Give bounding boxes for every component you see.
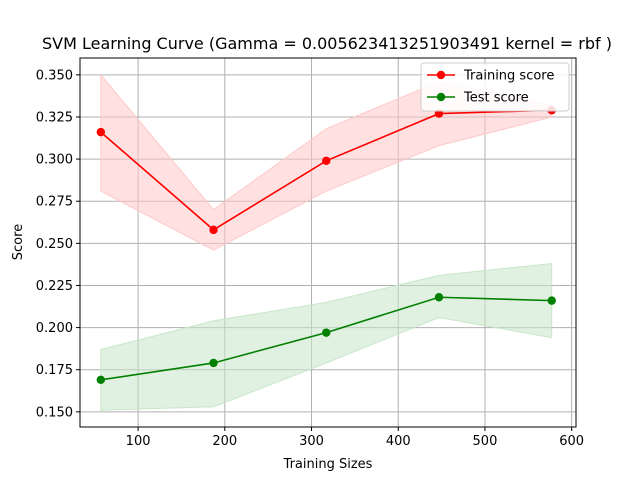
y-tick-label: 0.350 xyxy=(36,68,73,83)
legend-box xyxy=(420,62,570,112)
y-tick-label: 0.325 xyxy=(36,110,73,125)
x-tick-label: 100 xyxy=(126,434,151,449)
x-tick-label: 200 xyxy=(212,434,237,449)
training-score-point xyxy=(96,127,106,137)
axis-ticks: 100 200 300 400 500 600 0.150 0.175 0.200 0.225 0.… xyxy=(36,68,584,449)
x-axis-label: Training Sizes xyxy=(283,457,373,472)
training-score-point xyxy=(209,225,218,235)
test-score-point xyxy=(322,328,331,337)
x-tick-label: 300 xyxy=(299,434,324,449)
y-tick-label: 0.175 xyxy=(36,363,73,378)
y-tick-label: 0.225 xyxy=(36,279,73,294)
score-bands xyxy=(100,73,553,411)
y-tick-label: 0.200 xyxy=(36,321,73,336)
chart-title: SVM Learning Curve (Gamma = 0.0056234132… xyxy=(42,34,612,53)
test-score-point xyxy=(209,358,218,368)
legend: Training score Test score xyxy=(420,62,570,112)
training-score-point xyxy=(434,109,444,118)
test-legend-label: Test score xyxy=(463,91,529,106)
x-tick-label: 400 xyxy=(386,434,411,449)
series-lines xyxy=(96,106,556,385)
test-score-point xyxy=(434,293,444,302)
test-score-point xyxy=(547,296,556,305)
training-score-point xyxy=(322,156,331,165)
y-tick-label: 0.150 xyxy=(36,405,73,420)
y-tick-label: 0.300 xyxy=(36,153,73,168)
training-legend-marker xyxy=(436,70,446,80)
plot-frame xyxy=(79,57,577,428)
test-legend-marker xyxy=(436,92,446,102)
y-tick-label: 0.275 xyxy=(36,195,73,210)
x-tick-label: 500 xyxy=(473,434,498,449)
y-axis-label: Score xyxy=(11,224,26,260)
training-legend-label: Training score xyxy=(463,69,554,84)
x-tick-label: 600 xyxy=(559,434,584,449)
test-score-point xyxy=(96,375,106,385)
y-tick-label: 0.250 xyxy=(36,237,73,252)
